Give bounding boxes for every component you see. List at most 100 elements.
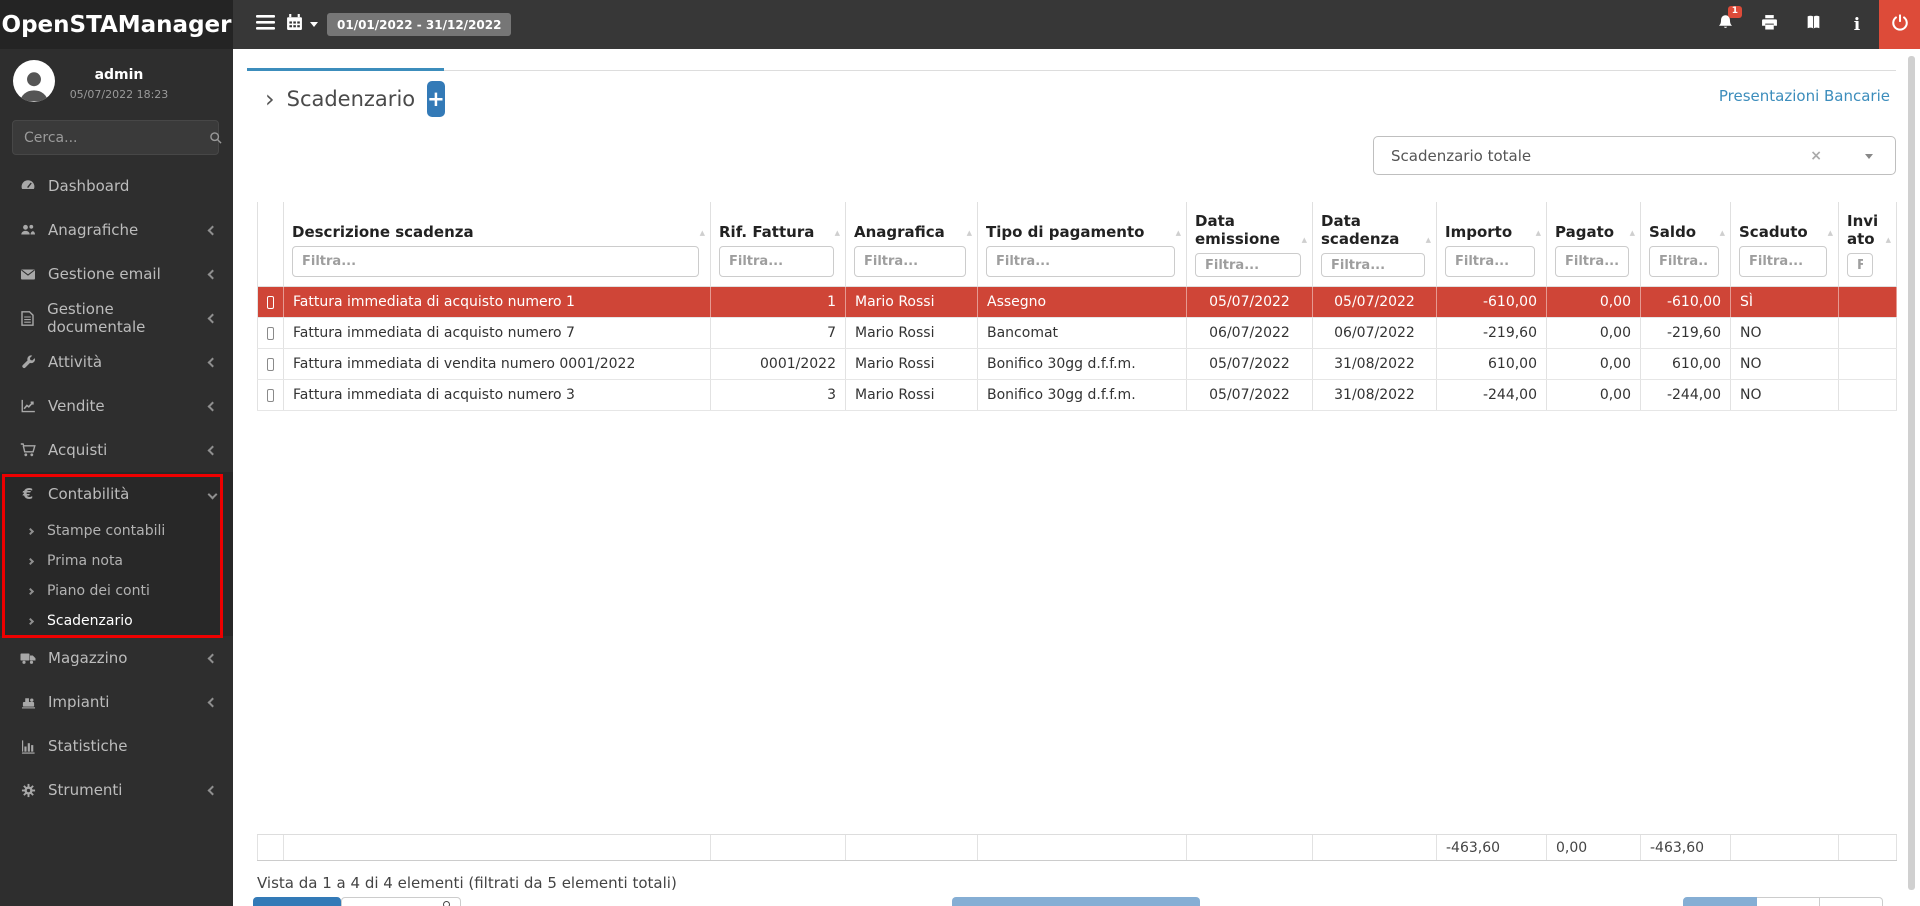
notifications-button[interactable]: 1 (1703, 0, 1747, 49)
filter-input-anagrafica[interactable] (854, 246, 966, 277)
cell-saldo: 610,00 (1641, 349, 1731, 379)
sidebar-subitem-piano-dei-conti[interactable]: Piano dei conti (0, 576, 233, 606)
column-header-pagato[interactable]: Pagato ▲ (1547, 202, 1641, 286)
sidebar-item-magazzino[interactable]: Magazzino (0, 636, 233, 680)
sidebar-toggle-button[interactable] (248, 0, 282, 49)
chevron-left-icon (207, 401, 218, 411)
bulk-action-secondary-button[interactable] (341, 897, 461, 906)
cell-importo: -244,00 (1437, 380, 1547, 410)
sidebar: admin 05/07/2022 18:23 Dashboard Anagraf… (0, 49, 233, 906)
docs-button[interactable] (1791, 0, 1835, 49)
filter-input-pagato[interactable] (1555, 246, 1629, 277)
sidebar-subitem-stampe-contabili[interactable]: Stampe contabili (0, 516, 233, 546)
sidebar-item-acquisti[interactable]: Acquisti (0, 428, 233, 472)
print-button[interactable] (1747, 0, 1791, 49)
column-header-scadenza[interactable]: Data scadenza ▲ (1313, 202, 1437, 286)
cell-scadenza: 31/08/2022 (1313, 380, 1437, 410)
sort-icon[interactable]: ▲ (1425, 236, 1431, 244)
date-range-badge[interactable]: 01/01/2022 - 31/12/2022 (327, 13, 512, 36)
sidebar-item-impianti[interactable]: Impianti (0, 680, 233, 724)
sidebar-item-gestione-email[interactable]: Gestione email (0, 252, 233, 296)
hamburger-icon (255, 15, 275, 34)
totals-cell-rif (711, 835, 846, 860)
filter-input-importo[interactable] (1445, 246, 1535, 277)
filter-input-inviato[interactable] (1847, 253, 1873, 277)
sort-icon[interactable]: ▲ (699, 229, 705, 237)
sidebar-item-dashboard[interactable]: Dashboard (0, 164, 233, 208)
sidebar-item-attivita[interactable]: Attività (0, 340, 233, 384)
pagination-active-cell[interactable] (1683, 897, 1757, 906)
sidebar-subitem-prima-nota[interactable]: Prima nota (0, 546, 233, 576)
sidebar-item-strumenti[interactable]: Strumenti (0, 768, 233, 812)
column-header-rif[interactable]: Rif. Fattura ▲ (711, 202, 846, 286)
pagination (1683, 897, 1883, 906)
cell-saldo: -610,00 (1641, 287, 1731, 317)
sidebar-item-anagrafiche[interactable]: Anagrafiche (0, 208, 233, 252)
add-button[interactable]: + (427, 81, 445, 117)
cell-rif: 3 (711, 380, 846, 410)
totals-cell-pagato: 0,00 (1547, 835, 1641, 860)
column-header-desc[interactable]: Descrizione scadenza ▲ (284, 202, 711, 286)
filter-input-saldo[interactable] (1649, 246, 1719, 277)
filter-input-emissione[interactable] (1195, 253, 1301, 277)
sort-icon[interactable]: ▲ (1175, 229, 1181, 237)
register-payment-button[interactable] (952, 897, 1200, 906)
vertical-scrollbar[interactable] (1908, 56, 1915, 890)
scadenze-table: Descrizione scadenza ▲ Rif. Fattura ▲ An… (257, 202, 1897, 861)
filter-input-scadenza[interactable] (1321, 253, 1425, 277)
sort-icon[interactable]: ▲ (1629, 229, 1635, 237)
row-checkbox[interactable] (267, 326, 274, 340)
row-checkbox[interactable] (267, 357, 274, 371)
sort-icon[interactable]: ▲ (834, 229, 840, 237)
sidebar-item-contabilita[interactable]: € Contabilità (0, 472, 233, 516)
pagination-cell[interactable] (1820, 897, 1883, 906)
sort-icon[interactable]: ▲ (1827, 229, 1833, 237)
sort-icon[interactable]: ▲ (1535, 229, 1541, 237)
info-button[interactable]: i (1835, 0, 1879, 49)
column-header-saldo[interactable]: Saldo ▲ (1641, 202, 1731, 286)
column-header-inviato[interactable]: Inviato ▲ (1839, 202, 1897, 286)
cell-emissione: 05/07/2022 (1187, 380, 1313, 410)
column-header-scaduto[interactable]: Scaduto ▲ (1731, 202, 1839, 286)
column-header-tipo[interactable]: Tipo di pagamento ▲ (978, 202, 1187, 286)
search-input[interactable] (13, 129, 209, 146)
sort-icon[interactable]: ▲ (1719, 229, 1725, 237)
row-checkbox[interactable] (267, 388, 274, 402)
topbar: OpenSTAManager 01/01/2022 - 31/12/2022 1 (0, 0, 1920, 49)
column-header-anagrafica[interactable]: Anagrafica ▲ (846, 202, 978, 286)
cell-tipo: Bancomat (978, 318, 1187, 348)
filter-input-rif[interactable] (719, 246, 834, 277)
table-row[interactable]: Fattura immediata di vendita numero 0001… (257, 349, 1897, 380)
tab-scadenzario[interactable]: › Scadenzario + (247, 68, 445, 127)
sidebar-item-vendite[interactable]: Vendite (0, 384, 233, 428)
date-range-picker-button[interactable] (286, 0, 318, 49)
search-icon[interactable] (209, 131, 223, 145)
cell-scaduto: NO (1731, 349, 1839, 379)
main-content: › Scadenzario + Presentazioni Bancarie S… (233, 49, 1920, 906)
sidebar-item-statistiche[interactable]: Statistiche (0, 724, 233, 768)
row-checkbox[interactable] (267, 295, 274, 309)
pagination-cell[interactable] (1757, 897, 1820, 906)
clear-selection-icon[interactable]: × (1810, 148, 1822, 164)
filter-input-scaduto[interactable] (1739, 246, 1827, 277)
cell-saldo: -219,60 (1641, 318, 1731, 348)
sidebar-subitem-scadenzario[interactable]: Scadenzario (0, 606, 233, 636)
sort-icon[interactable]: ▲ (1301, 236, 1307, 244)
column-header-importo[interactable]: Importo ▲ (1437, 202, 1547, 286)
cell-emissione: 06/07/2022 (1187, 318, 1313, 348)
scadenzario-filter-select[interactable]: Scadenzario totale × (1373, 136, 1896, 175)
column-header-emissione[interactable]: Data emissione ▲ (1187, 202, 1313, 286)
bulk-action-button[interactable] (253, 897, 341, 906)
chevron-down-icon (207, 489, 218, 499)
logout-button[interactable] (1879, 0, 1920, 49)
filter-input-tipo[interactable] (986, 246, 1175, 277)
avatar[interactable] (13, 60, 55, 102)
sort-icon[interactable]: ▲ (966, 229, 972, 237)
sort-icon[interactable]: ▲ (1885, 236, 1891, 244)
filter-input-desc[interactable] (292, 246, 699, 277)
presentazioni-bancarie-link[interactable]: Presentazioni Bancarie (1718, 87, 1890, 105)
sidebar-item-gestione-documentale[interactable]: Gestione documentale (0, 296, 233, 340)
